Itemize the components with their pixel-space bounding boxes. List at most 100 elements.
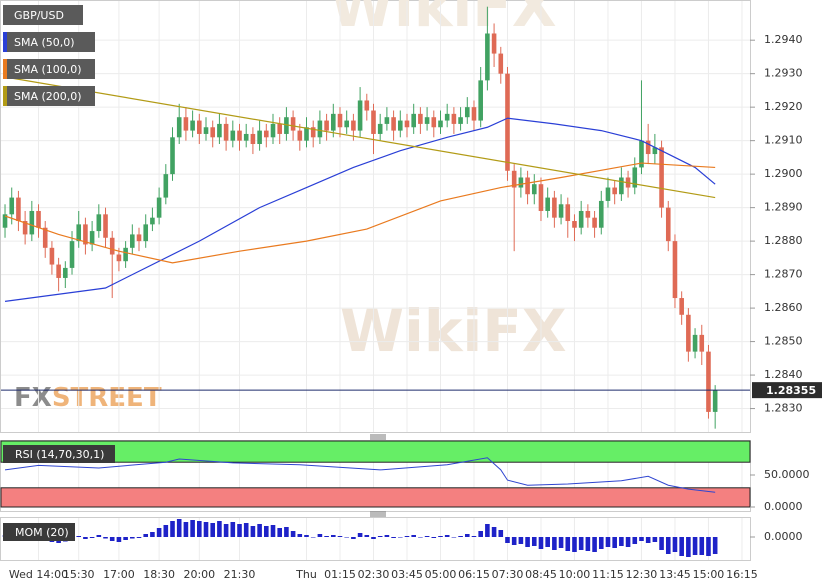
bar bbox=[310, 537, 316, 538]
candle-body bbox=[344, 120, 349, 128]
legend-box[interactable] bbox=[3, 86, 95, 106]
brand-part: STREET bbox=[52, 383, 162, 413]
candle-body bbox=[297, 130, 303, 141]
candle-body bbox=[438, 120, 443, 128]
candle-body bbox=[424, 117, 430, 124]
x-tick-label: 15:30 bbox=[63, 568, 95, 581]
bar bbox=[552, 537, 557, 550]
bar bbox=[639, 537, 644, 541]
bar bbox=[351, 537, 356, 539]
candle-body bbox=[103, 214, 108, 238]
bar bbox=[237, 524, 242, 537]
panel-label: MOM (20) bbox=[15, 526, 69, 539]
bar bbox=[605, 537, 611, 547]
candle-body bbox=[277, 123, 283, 134]
candle-body bbox=[458, 117, 463, 124]
candle-body bbox=[451, 113, 457, 124]
y-tick-label: 1.2870 bbox=[764, 268, 803, 281]
bar bbox=[478, 531, 483, 537]
panel-handle[interactable] bbox=[370, 434, 386, 440]
panel-label: RSI (14,70,30,1) bbox=[15, 448, 104, 461]
legend-label: SMA (50,0) bbox=[14, 36, 75, 49]
candle-body bbox=[578, 210, 584, 228]
bar bbox=[217, 521, 222, 537]
x-tick-label: 17:00 bbox=[103, 568, 135, 581]
candle-body bbox=[150, 217, 155, 225]
bar bbox=[324, 536, 329, 537]
legend-box[interactable] bbox=[3, 5, 83, 25]
legend-box[interactable] bbox=[3, 32, 95, 52]
bar bbox=[686, 537, 691, 557]
candle-body bbox=[645, 140, 651, 155]
bar bbox=[525, 537, 530, 547]
x-tick-label: 01:15 bbox=[324, 568, 356, 581]
bar bbox=[116, 537, 122, 542]
bar bbox=[257, 524, 262, 537]
candle-body bbox=[679, 298, 684, 315]
candle-body bbox=[377, 123, 383, 134]
panel-handle[interactable] bbox=[370, 511, 386, 517]
candle-body bbox=[130, 234, 135, 248]
candle-body bbox=[351, 120, 356, 131]
candle-body bbox=[29, 210, 35, 235]
candle-body bbox=[109, 237, 115, 255]
candle-body bbox=[612, 187, 617, 195]
bar bbox=[176, 519, 182, 537]
bar bbox=[438, 536, 443, 537]
band-border bbox=[0, 440, 751, 463]
bar bbox=[712, 537, 718, 554]
overbought-band bbox=[1, 441, 750, 463]
x-tick-label: 13:45 bbox=[659, 568, 691, 581]
candle-body bbox=[330, 113, 336, 131]
bar bbox=[585, 537, 591, 551]
candle-body bbox=[686, 314, 691, 352]
candle-body bbox=[538, 184, 544, 211]
candle-body bbox=[190, 120, 195, 131]
bar bbox=[344, 537, 349, 538]
candle-body bbox=[518, 177, 524, 188]
candle-body bbox=[210, 127, 216, 138]
candle-body bbox=[223, 123, 229, 141]
bar bbox=[572, 537, 577, 552]
bar bbox=[270, 525, 276, 537]
y-tick-label: 1.2920 bbox=[764, 100, 803, 113]
candle-body bbox=[444, 113, 450, 121]
candle-body bbox=[665, 207, 671, 242]
candle-body bbox=[49, 247, 55, 265]
candle-body bbox=[2, 214, 8, 228]
x-tick-label: 16:15 bbox=[726, 568, 758, 581]
candle-body bbox=[42, 227, 48, 248]
bar bbox=[89, 537, 95, 538]
candle-body bbox=[217, 123, 222, 138]
candle-body bbox=[243, 133, 249, 141]
candle-body bbox=[96, 214, 102, 232]
legend-swatch bbox=[3, 86, 7, 106]
bar bbox=[592, 537, 597, 552]
candle-body bbox=[317, 120, 323, 138]
candle-body bbox=[598, 200, 604, 228]
candle-body bbox=[404, 120, 410, 128]
bar bbox=[706, 537, 711, 556]
last-price-box bbox=[752, 382, 822, 399]
bar bbox=[163, 525, 169, 537]
bar bbox=[183, 522, 189, 537]
candle-body bbox=[605, 187, 611, 201]
bar bbox=[304, 535, 309, 537]
legend-swatch bbox=[3, 32, 7, 52]
bar bbox=[699, 537, 705, 555]
y-tick-label: 1.2900 bbox=[764, 167, 803, 180]
candle-body bbox=[250, 133, 256, 144]
bar bbox=[317, 534, 323, 537]
y-tick-label: 0.0000 bbox=[764, 530, 803, 543]
legend-box[interactable] bbox=[3, 59, 95, 79]
candle-body bbox=[83, 224, 88, 245]
bar bbox=[83, 537, 88, 539]
bar bbox=[297, 534, 303, 537]
candle-body bbox=[505, 73, 510, 171]
bar bbox=[76, 536, 82, 537]
bar bbox=[284, 527, 289, 537]
candle-body bbox=[63, 267, 68, 278]
candle-body bbox=[659, 147, 664, 208]
brand-part: FX bbox=[14, 383, 52, 413]
bar bbox=[411, 535, 416, 537]
